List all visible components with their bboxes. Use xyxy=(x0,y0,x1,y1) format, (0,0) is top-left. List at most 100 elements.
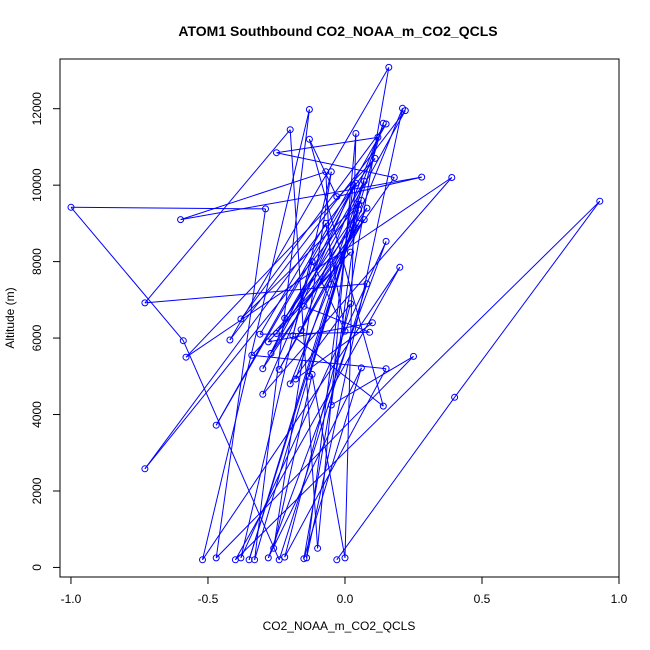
data-point xyxy=(390,174,398,181)
series-segment xyxy=(240,123,387,320)
data-point xyxy=(212,421,220,429)
data-point xyxy=(382,237,390,245)
data-point xyxy=(363,204,371,212)
data-point xyxy=(259,390,267,398)
chart-title: ATOM1 Southbound CO2_NOAA_m_CO2_QCLS xyxy=(178,23,497,39)
y-axis-label: Altitude (m) xyxy=(3,287,17,348)
data-point xyxy=(305,372,313,380)
series-segment xyxy=(284,209,360,319)
data-point xyxy=(410,352,417,360)
data-point xyxy=(177,216,185,224)
y-tick-label: 12000 xyxy=(30,92,44,126)
series-segment xyxy=(308,139,384,407)
x-axis: -1.0 -0.5 0.0 0.5 1.0 xyxy=(61,576,628,606)
series-segment xyxy=(180,176,422,221)
series-segment xyxy=(292,261,313,336)
data-point xyxy=(327,281,335,288)
data-point xyxy=(596,197,604,205)
data-point xyxy=(275,365,283,373)
data-point xyxy=(341,327,349,335)
series-segment xyxy=(267,241,387,559)
data-point xyxy=(366,328,374,336)
data-point xyxy=(67,203,75,211)
series-segment xyxy=(303,305,370,333)
data-point xyxy=(385,63,393,71)
series-segment xyxy=(308,139,338,197)
y-axis: 0 2000 4000 6000 8000 10000 12000 xyxy=(30,92,61,571)
data-point xyxy=(308,258,316,266)
data-point xyxy=(182,353,190,361)
series-segment xyxy=(331,355,414,406)
series-segment xyxy=(215,356,414,559)
series-layer xyxy=(67,63,604,564)
series-segment xyxy=(240,171,332,559)
series-segment xyxy=(229,110,406,341)
data-point xyxy=(355,206,363,214)
series-segment xyxy=(70,206,266,210)
series-segment xyxy=(289,303,351,385)
data-point xyxy=(267,349,275,357)
series-segment xyxy=(240,241,387,559)
data-point xyxy=(305,135,313,143)
data-point xyxy=(273,330,280,337)
data-point xyxy=(382,365,390,373)
series-segment xyxy=(270,177,395,354)
data-point xyxy=(327,401,335,409)
data-point xyxy=(270,544,278,552)
x-tick-label: 0.5 xyxy=(474,592,491,606)
data-point xyxy=(322,219,330,227)
data-point xyxy=(399,104,406,112)
data-point xyxy=(352,130,360,137)
y-tick-label: 6000 xyxy=(30,324,44,351)
x-tick-label: 1.0 xyxy=(611,592,628,606)
series-segment xyxy=(336,176,422,198)
series-segment xyxy=(273,374,313,549)
series-segment xyxy=(259,331,370,335)
data-point xyxy=(286,380,294,388)
data-point xyxy=(347,248,354,256)
series-segment xyxy=(254,109,310,560)
data-point xyxy=(289,332,297,340)
data-point xyxy=(357,364,365,372)
data-point xyxy=(363,280,371,288)
series-segment xyxy=(276,136,378,154)
data-point xyxy=(341,554,349,562)
series-segment xyxy=(262,177,453,395)
x-tick-label: 0.0 xyxy=(337,592,354,606)
data-point xyxy=(264,554,272,562)
series-segment xyxy=(311,374,346,558)
series-segment xyxy=(284,368,387,558)
y-tick-label: 4000 xyxy=(30,401,44,428)
series-segment xyxy=(278,207,368,370)
data-point xyxy=(448,174,456,181)
series-segment xyxy=(308,225,354,377)
data-point xyxy=(305,106,313,113)
data-point xyxy=(451,393,459,401)
data-point xyxy=(281,314,289,322)
x-axis-label: CO2_NOAA_m_CO2_QCLS xyxy=(263,619,416,633)
series-segment xyxy=(311,261,346,332)
data-point xyxy=(333,556,341,564)
data-point xyxy=(360,216,368,224)
series-segment xyxy=(182,340,280,561)
data-point xyxy=(374,133,382,141)
data-point xyxy=(347,300,354,308)
series-segment xyxy=(292,335,384,407)
data-point xyxy=(314,544,322,552)
data-point xyxy=(357,196,365,204)
series-segment xyxy=(267,367,362,559)
data-point xyxy=(199,556,206,564)
data-point xyxy=(275,556,283,564)
data-point xyxy=(379,119,387,127)
series-segment xyxy=(180,171,326,221)
series-segment xyxy=(185,158,376,358)
data-point xyxy=(379,402,387,410)
series-segment xyxy=(344,133,357,558)
series-segment xyxy=(325,171,332,285)
data-point xyxy=(141,465,149,473)
data-point xyxy=(286,126,294,134)
data-point xyxy=(396,263,404,271)
series-segment xyxy=(202,109,310,560)
series-segment xyxy=(336,397,456,561)
series-segment xyxy=(202,267,401,561)
